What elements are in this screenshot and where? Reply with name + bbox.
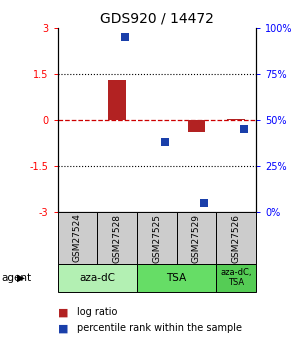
Bar (58, 212, 97, 264)
Text: GSM27525: GSM27525 (152, 214, 161, 263)
Bar (97, 212, 137, 264)
Bar (227, 119, 245, 120)
Point (242, 126, 247, 132)
Text: GSM27526: GSM27526 (232, 214, 241, 263)
Text: ■: ■ (58, 324, 68, 333)
Point (162, 139, 167, 145)
Text: agent: agent (2, 273, 32, 283)
Bar (58, 264, 137, 292)
Bar (188, 120, 205, 131)
Title: GDS920 / 14472: GDS920 / 14472 (100, 11, 214, 25)
Text: percentile rank within the sample: percentile rank within the sample (77, 324, 242, 333)
Text: GSM27528: GSM27528 (113, 214, 122, 263)
Text: GSM27529: GSM27529 (192, 214, 201, 263)
Bar (216, 264, 256, 292)
Text: ▶: ▶ (17, 273, 25, 283)
Text: TSA: TSA (167, 273, 187, 283)
Text: log ratio: log ratio (77, 307, 118, 317)
Point (123, 34, 128, 40)
Text: aza-dC,
TSA: aza-dC, TSA (221, 268, 252, 287)
Bar (216, 212, 256, 264)
Bar (137, 212, 177, 264)
Text: GSM27524: GSM27524 (73, 214, 82, 263)
Point (202, 200, 207, 206)
Text: ■: ■ (58, 307, 68, 317)
Text: aza-dC: aza-dC (79, 273, 115, 283)
Bar (177, 212, 216, 264)
Bar (108, 80, 126, 120)
Bar (137, 264, 216, 292)
